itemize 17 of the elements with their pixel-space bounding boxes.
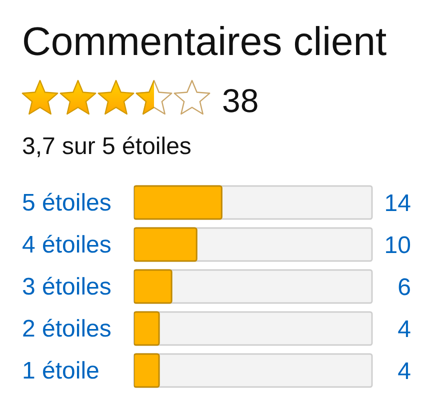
y-tick-label: 1 étoile <box>22 357 100 384</box>
data-label: 4 <box>398 358 411 385</box>
y-tick-label: 5 étoiles <box>22 189 112 216</box>
chart-title: Commentaires client <box>22 20 387 64</box>
y-tick-label: 2 étoiles <box>22 315 112 342</box>
data-label: 4 <box>398 316 411 343</box>
y-tick-label: 4 étoiles <box>22 231 112 258</box>
bar <box>134 269 172 304</box>
bar <box>134 353 160 388</box>
bar <box>134 227 198 262</box>
data-label: 14 <box>384 190 411 217</box>
text: 38 <box>222 82 259 119</box>
data-label: 6 <box>398 274 411 301</box>
bar <box>134 311 160 346</box>
text: 3,7 sur 5 étoiles <box>22 133 192 160</box>
y-tick-label: 3 étoiles <box>22 273 112 300</box>
data-label: 10 <box>384 232 411 259</box>
